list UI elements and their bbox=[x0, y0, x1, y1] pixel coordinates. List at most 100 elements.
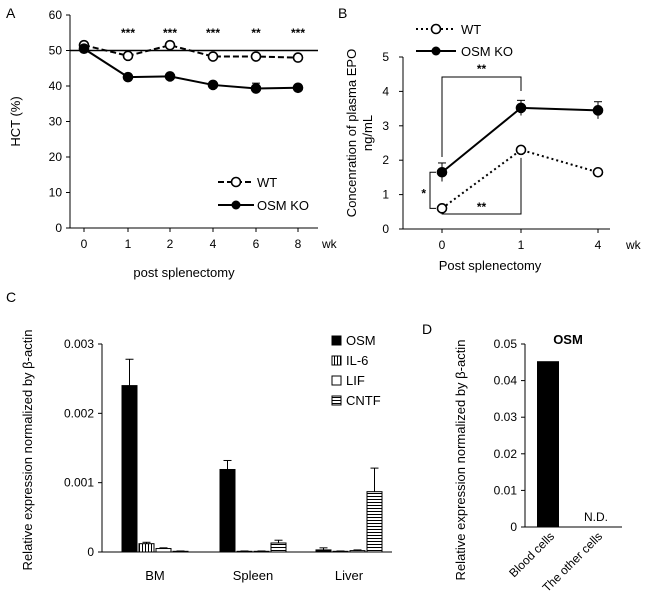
y-tick-label: 0.002 bbox=[64, 406, 94, 420]
panel-d-title: OSM bbox=[553, 332, 583, 347]
data-point-wt bbox=[250, 51, 262, 62]
panel-letter-b: B bbox=[338, 5, 347, 21]
panel-b-legend: WT OSM KO bbox=[416, 22, 513, 59]
x-tick-label: Blood cells bbox=[506, 529, 557, 580]
data-point-wt bbox=[515, 144, 527, 156]
significance-bracket bbox=[441, 76, 522, 157]
y-tick-label: 40 bbox=[49, 79, 63, 93]
x-tick-label: Liver bbox=[335, 568, 364, 583]
x-axis-label: Post splenectomy bbox=[439, 258, 542, 273]
panel-a-chart: 0 10 20 30 40 50 60 0 1 2 4 6 8 wk post splenectomy HCT… bbox=[8, 8, 338, 280]
x-tick-label: 8 bbox=[295, 237, 302, 251]
bar-il-6-bm bbox=[138, 543, 155, 553]
series-line-wt bbox=[441, 148, 599, 210]
data-point-osm-ko bbox=[436, 166, 448, 178]
data-point-wt bbox=[122, 50, 134, 62]
significance-label: *** bbox=[121, 26, 135, 40]
legend-wt-marker bbox=[430, 23, 442, 35]
x-tick-label: 0 bbox=[439, 238, 446, 252]
y-tick-label: 0.04 bbox=[494, 374, 518, 388]
significance-bracket bbox=[441, 157, 522, 215]
bar-osm-liver bbox=[315, 549, 332, 553]
data-point-osm-ko bbox=[207, 79, 219, 91]
significance-label: *** bbox=[206, 26, 220, 40]
significance-label: ** bbox=[477, 62, 487, 76]
panel-c-chart: 0 0.001 0.002 0.003 BM Spleen Liver Relative ex… bbox=[20, 330, 392, 583]
bar-lif-bm bbox=[155, 548, 172, 553]
legend-il6-label: IL-6 bbox=[346, 353, 368, 368]
bar-lif-liver bbox=[349, 550, 366, 553]
legend-lif-label: LIF bbox=[346, 373, 365, 388]
legend-cntf-swatch bbox=[331, 395, 342, 406]
y-tick-label: 1 bbox=[382, 188, 389, 202]
panel-letter-c: C bbox=[6, 289, 16, 305]
x-tick-label: 1 bbox=[518, 238, 525, 252]
y-axis-label-unit: ng/mL bbox=[360, 115, 375, 151]
data-point-wt bbox=[292, 52, 304, 63]
y-tick-label: 3 bbox=[382, 119, 389, 133]
y-tick-label: 60 bbox=[49, 8, 63, 22]
y-tick-label: 20 bbox=[49, 150, 63, 164]
y-tick-label: 0.01 bbox=[494, 483, 518, 497]
y-tick-label: 0.001 bbox=[64, 476, 94, 490]
data-point-osm-ko bbox=[122, 71, 134, 83]
y-axis-label: Relative expression normalized by β-acti… bbox=[453, 340, 468, 581]
x-tick-label: 4 bbox=[595, 238, 602, 252]
bar-blood-cells bbox=[537, 361, 559, 527]
x-unit-label: wk bbox=[321, 237, 338, 251]
legend-wt-label: WT bbox=[461, 22, 481, 37]
y-tick-label: 30 bbox=[49, 115, 63, 129]
data-point-wt bbox=[592, 166, 604, 178]
x-tick-label: 1 bbox=[125, 237, 132, 251]
y-tick-label: 0 bbox=[55, 221, 62, 235]
bar-osm-spleen bbox=[219, 468, 236, 553]
series-line-osm-ko bbox=[441, 106, 599, 174]
panel-a-legend: WT OSM KO bbox=[218, 175, 309, 213]
significance-label: *** bbox=[163, 26, 177, 40]
panel-letter-d: D bbox=[422, 321, 432, 337]
legend-cntf-label: CNTF bbox=[346, 393, 381, 408]
legend-osmko-label: OSM KO bbox=[257, 198, 309, 213]
x-tick-label: 4 bbox=[210, 237, 217, 251]
y-tick-label: 5 bbox=[382, 50, 389, 64]
x-tick-label: 6 bbox=[253, 237, 260, 251]
data-point-osm-ko bbox=[164, 71, 176, 82]
data-point-osm-ko bbox=[515, 102, 527, 114]
y-tick-label: 10 bbox=[49, 186, 63, 200]
panel-letter-a: A bbox=[6, 5, 16, 21]
x-tick-label: 2 bbox=[167, 237, 174, 251]
legend-osmko-marker bbox=[231, 200, 241, 210]
y-tick-label: 0.03 bbox=[494, 410, 518, 424]
significance-label: ** bbox=[477, 200, 487, 214]
annotation-nd: N.D. bbox=[584, 510, 608, 524]
panel-b-chart: 0 1 2 3 4 5 0 1 4 wk Post splenectomy Concenration … bbox=[344, 22, 642, 273]
y-tick-label: 0.02 bbox=[494, 447, 518, 461]
panel-d-chart: OSM 0 0.01 0.02 0.03 0.04 0.05 Relative expres… bbox=[453, 332, 622, 595]
y-axis-label: Relative expression normalized by β-acti… bbox=[20, 330, 35, 571]
data-point-wt bbox=[207, 51, 219, 62]
y-tick-label: 0 bbox=[87, 545, 94, 559]
data-point-osm-ko bbox=[292, 82, 304, 94]
legend-osmko-marker bbox=[431, 46, 441, 56]
legend-lif-swatch bbox=[331, 375, 342, 386]
panel-c-legend: OSM IL-6 LIF CNTF bbox=[331, 333, 381, 408]
y-tick-label: 0.05 bbox=[494, 337, 518, 351]
bar-osm-bm bbox=[121, 385, 138, 553]
legend-wt-label: WT bbox=[257, 175, 277, 190]
y-tick-label: 2 bbox=[382, 153, 389, 167]
data-point-wt bbox=[436, 203, 448, 214]
x-axis-label: post splenectomy bbox=[133, 265, 235, 280]
series-line-wt bbox=[83, 44, 299, 59]
x-unit-label: wk bbox=[625, 238, 642, 252]
legend-osmko-label: OSM KO bbox=[461, 44, 513, 59]
y-axis-label: HCT (%) bbox=[8, 96, 23, 146]
legend-osm-swatch bbox=[331, 335, 342, 346]
data-point-osm-ko bbox=[250, 83, 262, 94]
legend-wt-marker bbox=[230, 176, 242, 188]
y-axis-label: Concenration of plasma EPO bbox=[344, 49, 359, 217]
significance-label: *** bbox=[291, 26, 305, 40]
x-tick-label: 0 bbox=[81, 237, 88, 251]
bar-cntf-spleen bbox=[270, 542, 287, 553]
legend-osm-label: OSM bbox=[346, 333, 376, 348]
